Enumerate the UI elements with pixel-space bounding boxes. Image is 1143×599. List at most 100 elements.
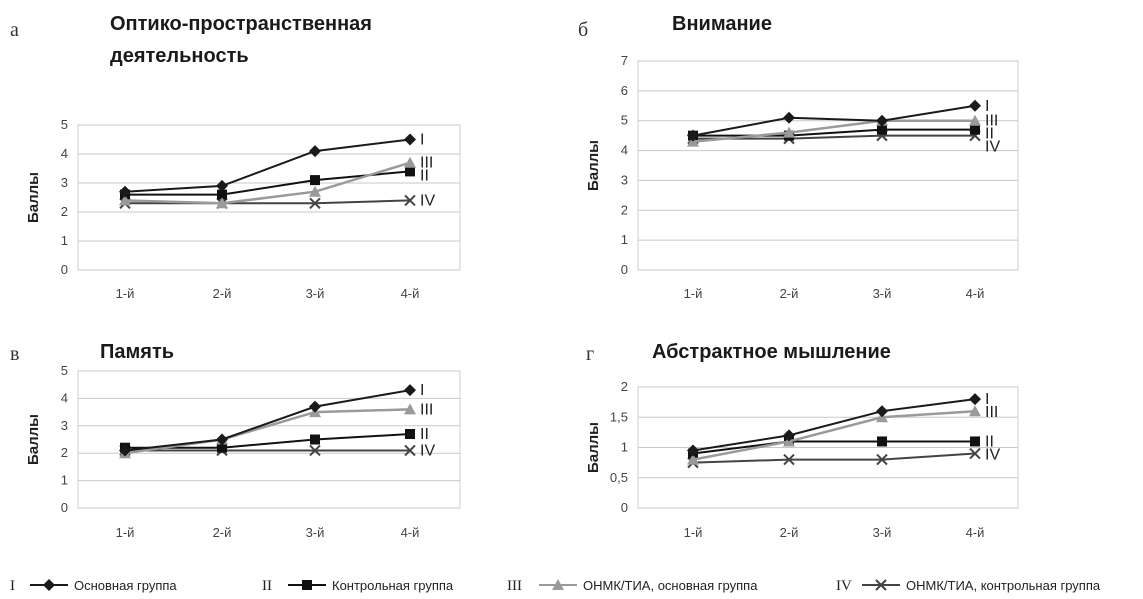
chart-title-line: деятельность xyxy=(110,45,249,67)
data-point xyxy=(404,403,416,415)
legend-label: Основная группа xyxy=(74,578,177,593)
data-point xyxy=(969,99,981,112)
x-tick-label: 4-й xyxy=(401,525,420,540)
series-line-II xyxy=(125,170,411,196)
series-end-label: III xyxy=(985,404,998,421)
y-tick-label: 4 xyxy=(61,390,68,405)
x-tick-label: 2-й xyxy=(213,286,232,301)
data-point xyxy=(310,175,320,186)
y-axis-label: Баллы xyxy=(25,172,42,223)
series-end-label: IV xyxy=(420,192,435,209)
data-point xyxy=(783,453,795,466)
chart-title-line: Абстрактное мышление xyxy=(652,341,891,363)
y-tick-label: 0 xyxy=(621,500,628,515)
y-tick-label: 3 xyxy=(621,172,628,187)
series-line-I xyxy=(692,398,976,452)
data-point xyxy=(119,185,131,198)
data-point xyxy=(783,111,795,124)
data-point xyxy=(876,405,888,418)
x-tick-label: 2-й xyxy=(780,525,799,540)
y-tick-label: 2 xyxy=(61,204,68,219)
series-end-label: I xyxy=(420,382,424,399)
chart-panel-1: а Оптико-пространственная деятельность 0 1 2 3… xyxy=(10,13,461,301)
data-point xyxy=(969,447,981,460)
data-point xyxy=(309,400,321,413)
data-point xyxy=(687,444,699,457)
panel-letter: б xyxy=(578,19,588,41)
y-axis-label: Баллы xyxy=(585,140,602,191)
y-tick-label: 5 xyxy=(621,113,628,128)
x-tick-label: 1-й xyxy=(684,286,703,301)
data-point xyxy=(970,124,980,135)
y-axis-label: Баллы xyxy=(25,414,42,465)
data-point xyxy=(877,124,887,135)
series-line-III xyxy=(124,408,411,455)
data-point xyxy=(687,129,699,142)
data-point xyxy=(217,189,227,200)
x-tick-label: 2-й xyxy=(780,286,799,301)
data-point xyxy=(783,126,795,138)
legend-number: IV xyxy=(836,578,852,594)
x-tick-label: 3-й xyxy=(306,286,325,301)
legend-marker xyxy=(875,579,887,591)
x-tick-label: 4-й xyxy=(966,286,985,301)
data-point xyxy=(217,442,227,453)
y-tick-label: 1 xyxy=(61,473,68,488)
series-end-label: I xyxy=(985,391,989,408)
y-tick-label: 0 xyxy=(61,262,68,277)
series-end-label: III xyxy=(420,401,433,418)
x-tick-label: 1-й xyxy=(684,525,703,540)
chart-title-line: Память xyxy=(100,341,174,363)
data-point xyxy=(404,384,416,397)
data-point xyxy=(404,156,416,168)
legend-number: I xyxy=(10,578,15,594)
series-line-IV xyxy=(692,452,976,464)
data-point xyxy=(405,429,415,440)
legend-number: II xyxy=(262,578,272,594)
data-point xyxy=(877,436,887,447)
x-tick-label: 3-й xyxy=(306,525,325,540)
legend-label: Контрольная группа xyxy=(332,578,454,593)
data-point xyxy=(119,444,131,457)
x-tick-label: 3-й xyxy=(873,286,892,301)
y-tick-label: 5 xyxy=(61,117,68,132)
x-tick-label: 2-й xyxy=(213,525,232,540)
chart-title-line: Внимание xyxy=(672,13,772,35)
series-end-label: IV xyxy=(985,139,1000,156)
series-end-label: III xyxy=(420,155,433,172)
plot-area xyxy=(637,60,1019,271)
y-tick-label: 7 xyxy=(621,53,628,68)
series-line-II xyxy=(693,128,975,137)
legend: I Основная группа II Контрольная группа III О… xyxy=(10,578,1101,594)
data-point xyxy=(216,179,228,192)
y-tick-label: 1 xyxy=(621,440,628,455)
x-tick-label: 4-й xyxy=(401,286,420,301)
y-tick-label: 0 xyxy=(621,262,628,277)
data-point xyxy=(310,434,320,445)
data-point xyxy=(969,114,981,126)
data-point xyxy=(876,453,888,466)
data-point xyxy=(783,429,795,442)
series-line-III xyxy=(692,409,976,461)
y-tick-label: 2 xyxy=(61,445,68,460)
y-tick-label: 3 xyxy=(61,418,68,433)
series-end-label: I xyxy=(985,98,989,115)
data-point xyxy=(309,185,321,197)
series-end-label: II xyxy=(420,168,429,185)
y-tick-label: 0,5 xyxy=(610,470,628,485)
y-tick-label: 1 xyxy=(621,232,628,247)
chart-panel-4: г Абстрактное мышление 0 0,5 1 1,5 2 Баллы 1-й 2-… xyxy=(585,341,1019,540)
data-point xyxy=(405,166,415,177)
x-tick-label: 1-й xyxy=(116,286,135,301)
panel-letter: г xyxy=(586,343,594,365)
series-end-label: IV xyxy=(985,446,1000,463)
legend-marker xyxy=(302,580,312,590)
legend-label: ОНМК/ТИА, контрольная группа xyxy=(906,578,1101,593)
data-point xyxy=(970,436,980,447)
legend-number: III xyxy=(507,578,522,594)
legend-marker xyxy=(552,579,564,590)
y-tick-label: 0 xyxy=(61,500,68,515)
data-point xyxy=(309,197,321,210)
